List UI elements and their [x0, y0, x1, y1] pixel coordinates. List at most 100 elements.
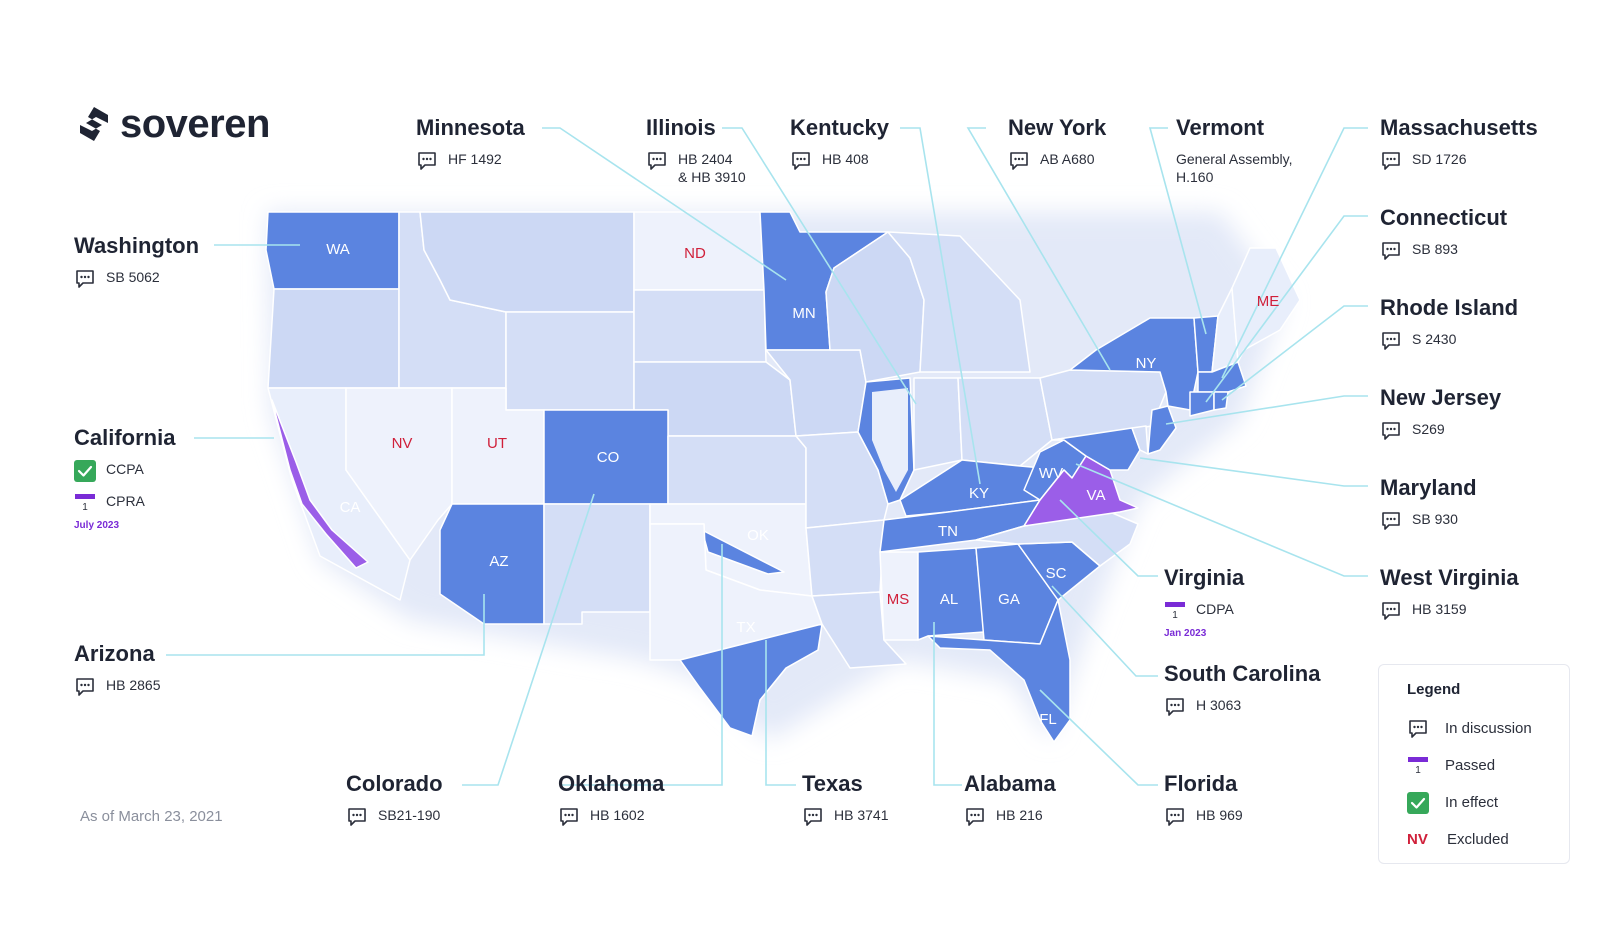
leader-connecticut: [1205, 215, 1368, 403]
leader-arizona: [166, 594, 485, 656]
speech-bubble-icon: [1380, 330, 1402, 352]
brand-name: soveren: [120, 102, 270, 146]
excluded-sample: NV: [1407, 831, 1428, 848]
speech-bubble-icon: [646, 150, 668, 172]
bill-label: General Assembly,: [1176, 151, 1293, 168]
label-sc: SC: [1046, 565, 1067, 582]
label-co: CO: [597, 449, 620, 466]
callout-south-carolina: South Carolina H 3063: [1164, 661, 1320, 718]
state-name: Connecticut: [1380, 205, 1508, 230]
state-mi[interactable]: [887, 231, 1031, 373]
bill-label: HB 1602: [590, 807, 645, 824]
legend-item-discussion: In discussion: [1407, 710, 1549, 747]
state-ny[interactable]: [1069, 317, 1199, 411]
leader-minnesota: [542, 127, 787, 281]
state-name: Rhode Island: [1380, 295, 1519, 320]
callout-massachusetts: Massachusetts SD 1726: [1380, 115, 1538, 172]
speech-bubble-icon: [1407, 718, 1429, 740]
leader-virginia: [1059, 499, 1158, 577]
leader-massachusetts: [1221, 127, 1368, 379]
leader-florida: [1039, 689, 1158, 786]
leader-new-jersey: [1165, 395, 1368, 425]
callout-illinois: Illinois HB 2404 & HB 3910: [646, 115, 746, 186]
leader-south-carolina: [1051, 585, 1158, 677]
flag-icon: 1: [74, 492, 96, 514]
state-name: California: [74, 425, 176, 450]
callout-rhode-island: Rhode Island S 2430: [1380, 295, 1519, 352]
state-nm[interactable]: [543, 503, 651, 625]
label-va: VA: [1087, 487, 1106, 504]
bill-label: HB 2865: [106, 677, 161, 694]
flag-icon: 1: [1407, 755, 1429, 777]
state-me[interactable]: [1231, 247, 1301, 363]
state-la[interactable]: [811, 591, 907, 669]
state-in[interactable]: [913, 377, 963, 471]
svg-text:1: 1: [1415, 765, 1421, 776]
bill-label: HB 969: [1196, 807, 1243, 824]
legend-item-passed: 1 Passed: [1407, 747, 1549, 784]
speech-bubble-icon: [346, 806, 368, 828]
leader-colorado: [462, 493, 595, 786]
callout-alabama: Alabama HB 216: [964, 771, 1056, 828]
state-nc[interactable]: [975, 511, 1139, 567]
state-oh[interactable]: [957, 377, 1053, 467]
state-name: Washington: [74, 233, 200, 258]
logo: soveren: [76, 104, 270, 144]
speech-bubble-icon: [1380, 600, 1402, 622]
legend-item-in-effect: In effect: [1407, 784, 1549, 821]
label-tx: TX: [736, 619, 755, 636]
label-ky: KY: [969, 485, 989, 502]
legend-label: Excluded: [1447, 831, 1509, 848]
callout-virginia: Virginia 1 CDPA Jan 2023: [1164, 565, 1244, 639]
state-name: Arizona: [74, 641, 155, 666]
state-name: Massachusetts: [1380, 115, 1538, 140]
state-ks[interactable]: [667, 435, 807, 505]
bill-label: HB 3741: [834, 807, 889, 824]
callout-new-jersey: New Jersey S269: [1380, 385, 1501, 442]
leader-texas: [765, 640, 796, 786]
state-wy[interactable]: [505, 311, 635, 411]
leader-new-york: [966, 127, 1111, 371]
checkmark-icon: [1407, 791, 1429, 814]
state-ri[interactable]: [1213, 391, 1229, 411]
leader-maryland: [1139, 457, 1368, 487]
status-label: CPRA: [106, 493, 145, 510]
callout-florida: Florida HB 969: [1164, 771, 1243, 828]
bill-label: & HB 3910: [678, 169, 746, 186]
label-ny: NY: [1136, 355, 1157, 372]
speech-bubble-icon: [1164, 806, 1186, 828]
label-mn: MN: [792, 305, 815, 322]
state-mt[interactable]: [419, 211, 635, 313]
state-sd[interactable]: [633, 289, 767, 363]
bill-label: HB 3159: [1412, 601, 1467, 618]
bill-label: H.160: [1176, 169, 1214, 186]
effective-date: July 2023: [74, 520, 120, 532]
leader-rhode-island: [1221, 305, 1368, 401]
bill-label: S 2430: [1412, 331, 1457, 348]
speech-bubble-icon: [790, 150, 812, 172]
state-ar[interactable]: [805, 519, 885, 597]
bill-label: SB 5062: [106, 269, 160, 286]
state-al[interactable]: [917, 547, 985, 641]
callout-connecticut: Connecticut SB 893: [1380, 205, 1508, 262]
label-al: AL: [940, 591, 958, 608]
legend-title: Legend: [1407, 681, 1461, 698]
state-fl[interactable]: [927, 599, 1071, 743]
label-nd: ND: [684, 245, 706, 262]
speech-bubble-icon: [1380, 420, 1402, 442]
state-name: Minnesota: [416, 115, 525, 140]
state-va[interactable]: [1023, 455, 1139, 527]
state-or[interactable]: [267, 288, 400, 389]
speech-bubble-icon: [1164, 696, 1186, 718]
bill-label: H 3063: [1196, 697, 1242, 714]
label-me: ME: [1257, 293, 1280, 310]
state-tx-east: [679, 623, 823, 737]
bill-label: HB 408: [822, 151, 869, 168]
legend-label: In discussion: [1445, 720, 1532, 737]
checkmark-icon: [74, 460, 96, 483]
leader-oklahoma: [560, 544, 723, 786]
state-il-inner: [872, 388, 908, 492]
speech-bubble-icon: [1380, 150, 1402, 172]
status-label: CCPA: [106, 461, 144, 478]
